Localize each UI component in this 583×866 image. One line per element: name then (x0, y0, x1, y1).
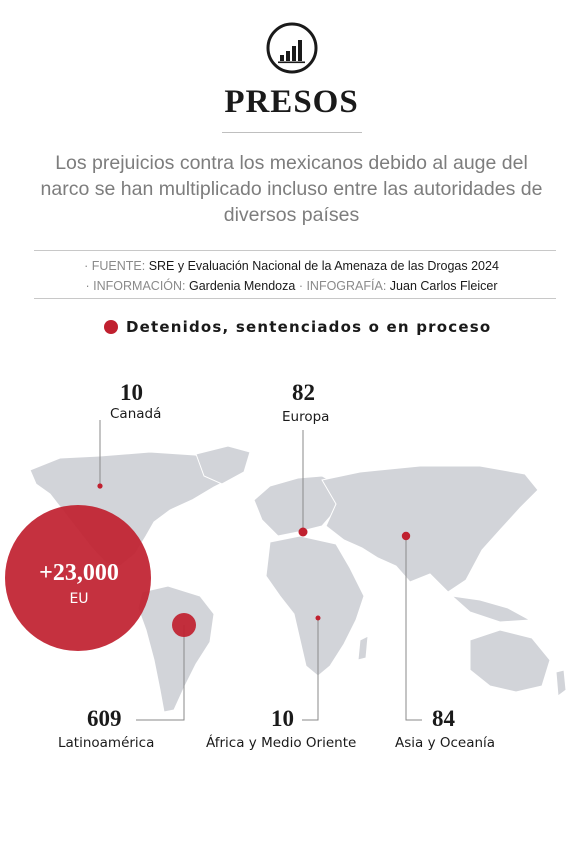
africa-label: África y Medio Oriente (206, 735, 357, 751)
africa-dot (315, 615, 321, 621)
legend-dot-icon (104, 320, 118, 334)
subtitle: Los prejuicios contra los mexicanos debi… (40, 152, 543, 226)
graphic-value: Juan Carlos Fleicer (389, 279, 498, 293)
credits-line: · INFORMACIÓN: Gardenia Mendoza · INFOGR… (0, 279, 583, 293)
legend: Detenidos, sentenciados o en proceso (104, 317, 491, 337)
asia-leader-line (405, 536, 422, 721)
canada-dot (97, 483, 103, 489)
latam-label: Latinoamérica (58, 735, 155, 751)
eu-label: EU (69, 591, 89, 607)
south-america-land (137, 585, 215, 713)
nz-land (555, 669, 567, 697)
greenland-land (195, 445, 251, 485)
source-line: · FUENTE: SRE y Evaluación Nacional de l… (0, 259, 583, 273)
page-title: PRESOS (224, 84, 359, 120)
madagascar-land (357, 635, 369, 661)
latam-value: 609 (87, 706, 122, 731)
eu-value: +23,000 (39, 560, 119, 586)
latam-leader-line (136, 625, 185, 721)
indonesia-land (450, 595, 532, 623)
asia-land (321, 465, 539, 593)
source-value: SRE y Evaluación Nacional de la Amenaza … (148, 259, 499, 273)
asia-value: 84 (432, 706, 455, 731)
europa-label: Europa (282, 409, 330, 425)
oceania-land (469, 629, 551, 693)
asia-label: Asia y Oceanía (395, 735, 496, 751)
bar-chart-icon (266, 22, 318, 74)
legend-label: Detenidos, sentenciados o en proceso (126, 318, 492, 336)
europa-value: 82 (292, 380, 315, 405)
canada-value: 10 (120, 380, 143, 405)
africa-value: 10 (271, 706, 294, 731)
divider-top (34, 250, 556, 251)
world-map (5, 420, 567, 721)
latam-bubble (172, 613, 196, 637)
info-key: · INFORMACIÓN: (85, 279, 186, 293)
source-key: · FUENTE: (84, 259, 146, 273)
info-value: Gardenia Mendoza (189, 279, 296, 293)
canada-label: Canadá (110, 406, 162, 422)
asia-dot (401, 531, 411, 541)
africa-land (265, 535, 365, 677)
graphic-key: · INFOGRAFÍA: (298, 279, 387, 293)
africa-leader-line (302, 618, 319, 721)
europa-dot (298, 527, 308, 537)
divider-bottom (34, 298, 556, 299)
eu-bubble (5, 505, 151, 651)
title-divider (222, 132, 362, 133)
